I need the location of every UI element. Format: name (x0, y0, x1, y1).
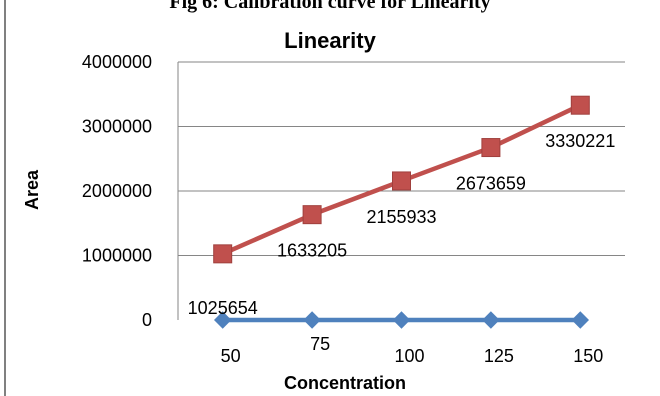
chart-title: Linearity (284, 28, 376, 53)
y-tick-label: 2000000 (82, 181, 152, 201)
diamond-marker (213, 311, 232, 329)
data-label: 1633205 (277, 241, 347, 261)
y-tick-label: 0 (142, 310, 152, 330)
y-axis-ticks: 0 1000000 2000000 3000000 4000000 (82, 52, 152, 330)
y-tick-label: 1000000 (82, 246, 152, 266)
data-labels: 1025654 1633205 2155933 2673659 3330221 (188, 131, 616, 318)
y-axis-label: Area (22, 169, 42, 210)
figure-caption: Fig 6: Calibration curve for Linearity (169, 0, 490, 13)
diamond-marker (482, 311, 500, 329)
data-label: 1025654 (188, 298, 258, 318)
square-marker (481, 138, 501, 158)
y-tick-label: 3000000 (82, 117, 152, 137)
x-axis-label: Concentration (284, 373, 406, 393)
data-label: 2155933 (366, 207, 436, 227)
y-tick-label: 4000000 (82, 52, 152, 72)
square-marker (392, 171, 411, 191)
square-marker (570, 95, 590, 115)
gridlines (177, 61, 625, 320)
x-tick-label: 125 (484, 346, 514, 366)
square-marker (302, 205, 322, 225)
diamond-marker (303, 311, 321, 329)
x-tick-label: 150 (573, 346, 603, 366)
x-tick-label: 100 (394, 346, 424, 366)
square-marker (213, 244, 233, 264)
data-label: 3330221 (545, 131, 615, 151)
data-label: 2673659 (456, 174, 526, 194)
diamond-marker (571, 311, 590, 329)
diamond-marker (392, 311, 411, 329)
x-tick-label: 75 (310, 334, 330, 354)
series-layer (213, 95, 590, 329)
x-axis-ticks: 50 75 100 125 150 (221, 334, 604, 366)
x-tick-label: 50 (221, 346, 241, 366)
